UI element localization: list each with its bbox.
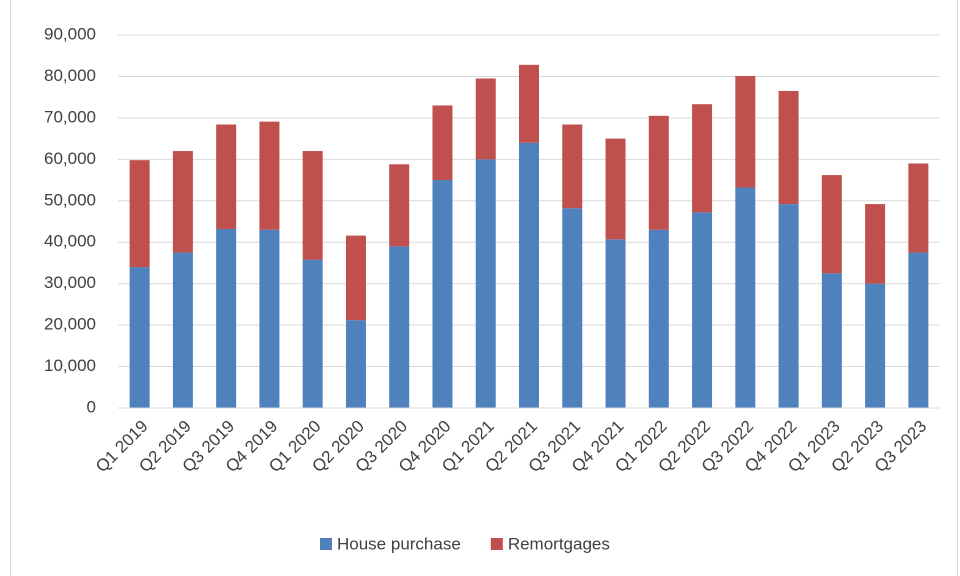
bar-segment <box>562 124 583 209</box>
bar-segment <box>908 252 929 408</box>
legend-swatch <box>490 538 503 550</box>
y-tick-label: 90,000 <box>44 24 96 43</box>
y-tick-label: 60,000 <box>44 149 96 168</box>
y-tick-label: 50,000 <box>44 190 96 209</box>
bar-segment <box>865 283 886 408</box>
bar-segment <box>432 105 453 181</box>
bar-segment <box>865 204 886 284</box>
bar-segment <box>129 160 150 268</box>
bar-segment <box>778 90 799 205</box>
bar-segment <box>648 115 669 230</box>
bar-segment <box>908 163 929 253</box>
y-tick-label: 10,000 <box>44 356 96 375</box>
bar-segment <box>172 151 193 253</box>
bar-segment <box>692 104 713 213</box>
bar-segment <box>519 64 539 143</box>
bar-segment <box>519 142 539 408</box>
bar-segment <box>778 204 799 408</box>
bar-segment <box>735 76 756 188</box>
bar-segment <box>562 208 583 408</box>
y-tick-label: 0 <box>87 397 96 416</box>
bar-segment <box>605 138 626 240</box>
bar-segment <box>129 267 150 408</box>
bar-segment <box>345 320 366 408</box>
bar-segment <box>259 229 280 408</box>
bar-segment <box>821 273 842 408</box>
y-tick-label: 80,000 <box>44 66 96 85</box>
y-tick-label: 20,000 <box>44 315 96 334</box>
y-tick-label: 30,000 <box>44 273 96 292</box>
bar-segment <box>475 159 496 408</box>
legend-label: Remortgages <box>508 534 610 553</box>
bar-segment <box>259 121 280 230</box>
bar-segment <box>735 187 756 408</box>
bar-segment <box>821 175 842 274</box>
bar-segment <box>216 124 237 229</box>
bar-segment <box>172 252 193 408</box>
bar-segment <box>216 228 237 408</box>
bar-segment <box>389 246 410 408</box>
bar-segment <box>605 239 626 408</box>
bar-segment <box>302 259 323 408</box>
bar-segment <box>389 164 410 247</box>
bar-segment <box>648 229 669 408</box>
y-tick-label: 40,000 <box>44 232 96 251</box>
bar-segment <box>345 235 366 321</box>
legend-label: House purchase <box>337 534 461 553</box>
bar-segment <box>692 212 713 408</box>
legend-swatch <box>320 538 332 550</box>
bar-segment <box>475 78 496 160</box>
bar-segment <box>432 180 453 408</box>
bar-segment <box>302 151 323 260</box>
y-tick-label: 70,000 <box>44 107 96 126</box>
